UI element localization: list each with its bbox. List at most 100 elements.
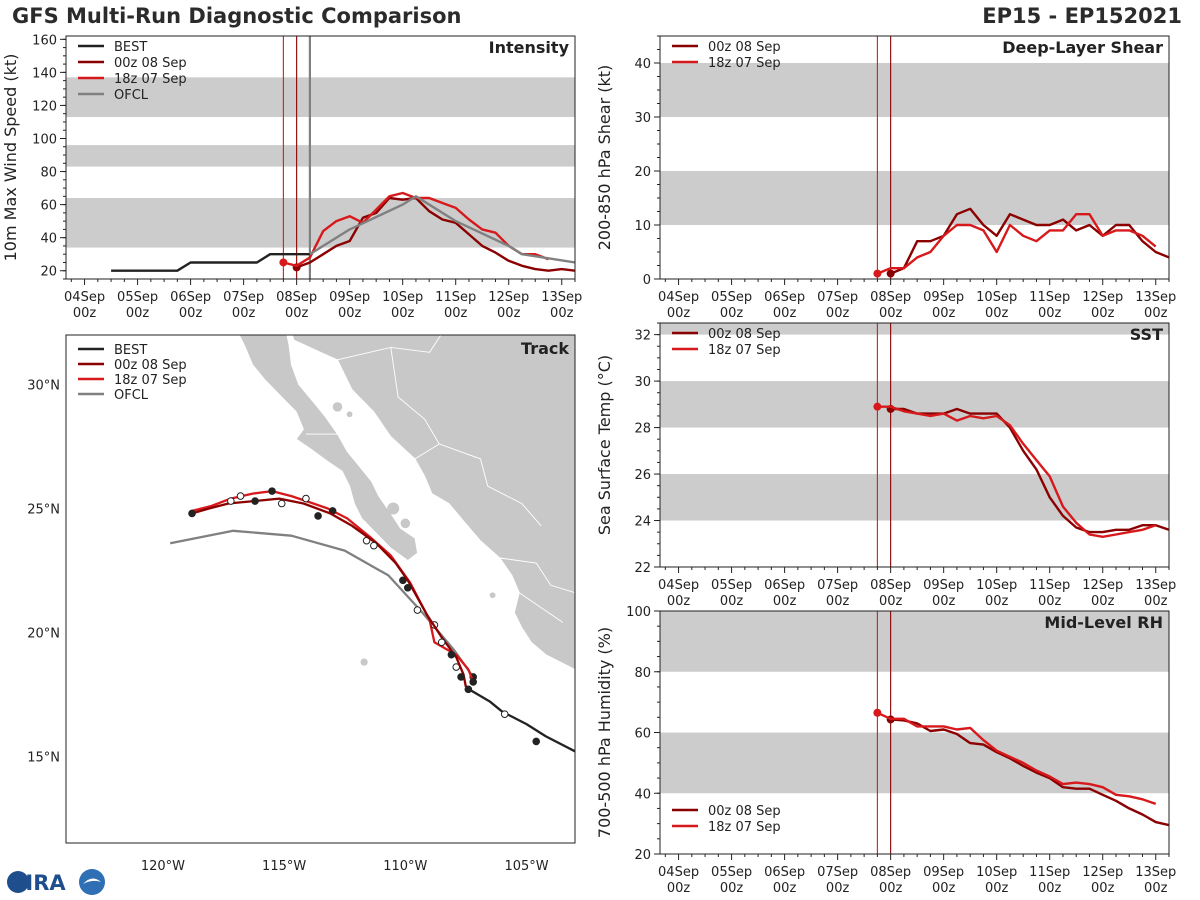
rh-xtick-label: 09Sep — [923, 865, 964, 880]
shear-xtick-sublabel: 00z — [1144, 306, 1168, 321]
track-lat-label: 20°N — [27, 626, 60, 641]
sst-ytick-label: 26 — [634, 468, 651, 483]
intensity-xtick-label: 12Sep — [488, 290, 529, 305]
intensity-legend-label: OFCL — [114, 88, 149, 103]
shear-series-start-marker-1 — [873, 269, 882, 278]
rh-xtick-sublabel: 00z — [773, 881, 797, 896]
cira-logo-swoosh — [83, 878, 101, 884]
storm-id-label: EP15 - EP152021 — [982, 4, 1182, 28]
rh-xtick-sublabel: 00z — [932, 881, 956, 896]
track-marker-18z-07-sep — [302, 494, 310, 503]
sst-series-start-marker-1 — [873, 402, 882, 411]
intensity-ylabel: 10m Max Wind Speed (kt) — [1, 54, 20, 262]
shear-xtick-label: 12Sep — [1082, 290, 1123, 305]
track-marker-18z-07-sep — [413, 606, 422, 614]
track-marker-18z-07-sep — [268, 487, 276, 495]
track-marker-00z-08-sep — [370, 541, 378, 550]
sst-xtick-label: 11Sep — [1029, 578, 1070, 593]
track-marker-best — [532, 737, 541, 746]
track-ofcl — [169, 529, 475, 678]
baja-peninsula — [238, 335, 418, 561]
intensity-xtick-sublabel: 00z — [444, 306, 468, 321]
intensity-xtick-label: 04Sep — [64, 290, 105, 305]
sst-legend-label: 00z 08 Sep — [708, 327, 781, 342]
sst-xtick-label: 05Sep — [711, 578, 752, 593]
shear-xtick-label: 05Sep — [711, 290, 752, 305]
sst-ytick-label: 28 — [634, 422, 651, 437]
sst-xtick-sublabel: 00z — [1091, 594, 1115, 609]
intensity-ytick-label: 20 — [40, 265, 57, 280]
track-marker-00z-08-sep — [314, 512, 322, 520]
track-lon-label: 105°W — [504, 859, 548, 874]
sst-band-2 — [660, 323, 1169, 335]
landmass-group — [238, 335, 575, 670]
island-4 — [332, 402, 343, 412]
sst-xtick-label: 12Sep — [1082, 578, 1123, 593]
shear-title: Deep-Layer Shear — [1002, 38, 1163, 57]
shear-legend-label: 18z 07 Sep — [708, 56, 781, 71]
island-1 — [400, 518, 411, 529]
shear-xtick-label: 04Sep — [658, 290, 699, 305]
sst-series-18z-07-sep — [877, 405, 1157, 538]
intensity-xtick-label: 09Sep — [329, 290, 370, 305]
intensity-xtick-sublabel: 00z — [73, 306, 97, 321]
intensity-xtick-sublabel: 00z — [126, 306, 150, 321]
track-marker-00z-08-sep — [403, 583, 412, 592]
intensity-ytick-label: 120 — [32, 99, 57, 114]
intensity-ytick-label: 40 — [40, 232, 57, 247]
intensity-chart: 2040608010012014016004Sep00z05Sep00z06Se… — [1, 33, 582, 321]
intensity-xtick-label: 06Sep — [170, 290, 211, 305]
sst-xtick-label: 13Sep — [1135, 578, 1176, 593]
intensity-xtick-sublabel: 00z — [285, 306, 309, 321]
sst-plot-bg — [660, 323, 1169, 567]
rh-ylabel: 700-500 hPa Humidity (%) — [595, 627, 614, 838]
cira-logo-globe — [79, 869, 105, 895]
rh-xtick-sublabel: 00z — [1144, 881, 1168, 896]
track-lat-label: 30°N — [27, 379, 60, 394]
cira-logo-text: CIRA — [10, 871, 66, 895]
sst-xtick-label: 06Sep — [764, 578, 805, 593]
sst-ytick-label: 24 — [634, 515, 651, 530]
intensity-xtick-sublabel: 00z — [232, 306, 256, 321]
rh-legend-label: 00z 08 Sep — [708, 804, 781, 819]
rh-xtick-label: 12Sep — [1082, 865, 1123, 880]
sst-band-0 — [660, 474, 1169, 521]
intensity-series-18z-07-sep — [283, 191, 549, 267]
cira-logo-circle-left — [7, 871, 29, 893]
intensity-series-00z-08-sep — [296, 196, 575, 272]
intensity-ytick-label: 100 — [32, 132, 57, 147]
track-lon-label: 115°W — [262, 859, 306, 874]
sst-xtick-label: 04Sep — [658, 578, 699, 593]
rh-xtick-label: 13Sep — [1135, 865, 1176, 880]
rh-xtick-label: 04Sep — [658, 865, 699, 880]
intensity-legend-label: BEST — [114, 40, 147, 55]
rh-xtick-label: 08Sep — [870, 865, 911, 880]
rh-ytick-label: 60 — [634, 727, 651, 742]
track-marker-00z-08-sep — [188, 509, 196, 518]
rh-xtick-sublabel: 00z — [985, 881, 1009, 896]
shear-ytick-label: 20 — [634, 165, 651, 180]
track-marker-00z-08-sep — [251, 497, 259, 505]
track-00z-08-sep — [191, 497, 468, 688]
sst-chart: 22242628303204Sep00z05Sep00z06Sep00z07Se… — [595, 322, 1176, 609]
rh-ytick-label: 80 — [634, 666, 651, 681]
shear-band-0 — [660, 171, 1169, 225]
rh-xtick-sublabel: 00z — [720, 881, 744, 896]
rh-xtick-label: 06Sep — [764, 865, 805, 880]
rh-xtick-label: 07Sep — [817, 865, 858, 880]
intensity-xtick-sublabel: 00z — [338, 306, 362, 321]
rh-xtick-label: 10Sep — [976, 865, 1017, 880]
track-marker-best — [464, 685, 473, 694]
track-marker-00z-08-sep — [277, 499, 286, 508]
rh-ytick-label: 40 — [634, 787, 651, 802]
rh-xtick-sublabel: 00z — [667, 881, 691, 896]
sst-title: SST — [1130, 325, 1163, 344]
track-lon-label: 110°W — [383, 859, 427, 874]
shear-xtick-label: 06Sep — [764, 290, 805, 305]
sst-xtick-sublabel: 00z — [985, 594, 1009, 609]
shear-legend-label: 00z 08 Sep — [708, 40, 781, 55]
track-marker-00z-08-sep — [227, 497, 235, 505]
rh-band-1 — [660, 611, 1169, 672]
shear-ytick-label: 10 — [634, 219, 651, 234]
